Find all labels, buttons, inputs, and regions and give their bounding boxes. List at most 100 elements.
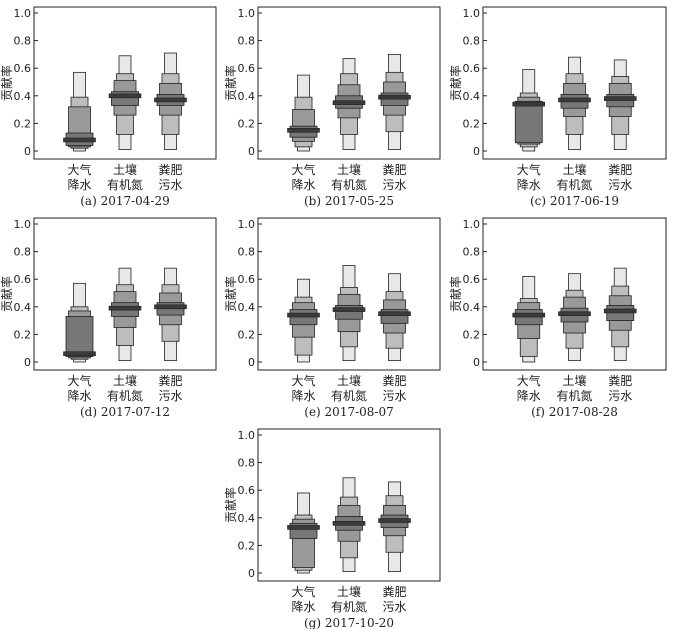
y-tick-label: 0.8 <box>14 246 32 259</box>
median-bar <box>603 96 637 101</box>
median-bar <box>108 93 142 99</box>
y-tick-label: 0 <box>248 567 255 580</box>
y-tick-label: 1.0 <box>238 7 256 20</box>
plot-frame <box>482 217 667 371</box>
category-label: 有机氮 <box>331 177 367 192</box>
y-tick-label: 0 <box>24 145 31 158</box>
median-bar <box>558 311 591 317</box>
box-1 <box>63 71 96 152</box>
box-2 <box>332 477 366 573</box>
category-label: 土壤 <box>562 162 586 177</box>
panel-caption: (f) 2017-08-28 <box>531 405 618 419</box>
category-label: 土壤 <box>337 162 361 177</box>
median-bar <box>332 521 366 526</box>
median-bar <box>287 312 320 318</box>
box-2 <box>332 264 366 362</box>
panel-caption: (g) 2017-10-20 <box>304 616 394 629</box>
box-1 <box>63 282 96 363</box>
category-label: 大气 <box>67 162 91 177</box>
category-label: 有机氮 <box>107 388 143 403</box>
median-bar <box>558 97 591 103</box>
y-tick-label: 0.8 <box>238 35 256 48</box>
median-bar <box>378 94 411 100</box>
category-label: 有机氮 <box>331 388 367 403</box>
panel-caption: (b) 2017-05-25 <box>304 194 394 208</box>
y-tick-label: 1.0 <box>14 218 32 231</box>
y-tick-label: 0.4 <box>14 301 32 314</box>
median-bar <box>512 101 546 107</box>
y-tick-label: 0.4 <box>463 301 481 314</box>
median-bar <box>287 525 320 530</box>
box-2 <box>558 56 591 151</box>
box-2 <box>332 58 366 151</box>
y-tick-label: 0.2 <box>14 117 32 130</box>
category-label: 降水 <box>291 178 315 192</box>
category-label: 降水 <box>291 600 315 614</box>
y-tick-label: 0 <box>248 356 255 369</box>
y-tick-label: 0.6 <box>463 273 481 286</box>
y-tick-label: 0 <box>248 145 255 158</box>
category-label: 污水 <box>382 600 406 614</box>
category-label: 大气 <box>291 584 315 599</box>
category-label: 粪肥 <box>382 374 406 388</box>
category-label: 降水 <box>67 178 91 192</box>
category-label: 粪肥 <box>158 163 182 177</box>
category-label: 降水 <box>517 389 541 403</box>
category-label: 大气 <box>291 162 315 177</box>
y-tick-label: 0.2 <box>463 328 481 341</box>
y-tick-label: 1.0 <box>463 218 481 231</box>
category-label: 污水 <box>382 178 406 192</box>
y-tick-label: 0.2 <box>238 328 256 341</box>
category-label: 大气 <box>517 162 541 177</box>
category-label: 有机氮 <box>331 599 367 614</box>
median-bar <box>63 351 96 357</box>
category-label: 有机氮 <box>556 388 592 403</box>
box-1 <box>512 69 546 152</box>
category-label: 降水 <box>291 389 315 403</box>
box-1 <box>287 74 320 152</box>
category-label: 粪肥 <box>608 374 632 388</box>
y-tick-label: 0.2 <box>14 328 32 341</box>
box-2 <box>108 55 142 151</box>
y-axis-label: 贡献率 <box>448 65 463 101</box>
box-3 <box>154 267 187 362</box>
plot-frame <box>33 6 217 160</box>
category-label: 大气 <box>517 373 541 388</box>
box-layer-4 <box>65 316 94 357</box>
category-label: 污水 <box>382 389 406 403</box>
y-tick-label: 0.6 <box>14 62 32 75</box>
y-axis-label: 贡献率 <box>448 276 463 312</box>
median-bar <box>332 100 366 105</box>
y-axis-label: 贡献率 <box>0 276 14 312</box>
median-bar <box>512 312 546 318</box>
plot-frame <box>257 6 441 160</box>
y-tick-label: 0.4 <box>238 301 256 314</box>
plot-frame <box>33 217 217 371</box>
median-bar <box>332 307 366 312</box>
y-tick-label: 0.6 <box>463 62 481 75</box>
y-tick-label: 0.2 <box>463 117 481 130</box>
panel-caption: (c) 2017-06-19 <box>530 194 619 208</box>
box-1 <box>512 276 546 363</box>
y-tick-label: 0.6 <box>238 273 256 286</box>
category-label: 土壤 <box>113 162 137 177</box>
median-bar <box>603 308 637 314</box>
category-label: 污水 <box>608 178 632 192</box>
category-label: 降水 <box>517 178 541 192</box>
category-label: 有机氮 <box>556 177 592 192</box>
panel-caption: (d) 2017-07-12 <box>80 405 170 419</box>
category-label: 降水 <box>67 389 91 403</box>
y-tick-label: 0.6 <box>14 273 32 286</box>
category-label: 粪肥 <box>158 374 182 388</box>
median-bar <box>154 97 187 103</box>
box-3 <box>603 267 637 362</box>
y-tick-label: 0.4 <box>463 90 481 103</box>
y-tick-label: 1.0 <box>463 7 481 20</box>
y-tick-label: 0.6 <box>238 484 256 497</box>
category-label: 大气 <box>67 373 91 388</box>
